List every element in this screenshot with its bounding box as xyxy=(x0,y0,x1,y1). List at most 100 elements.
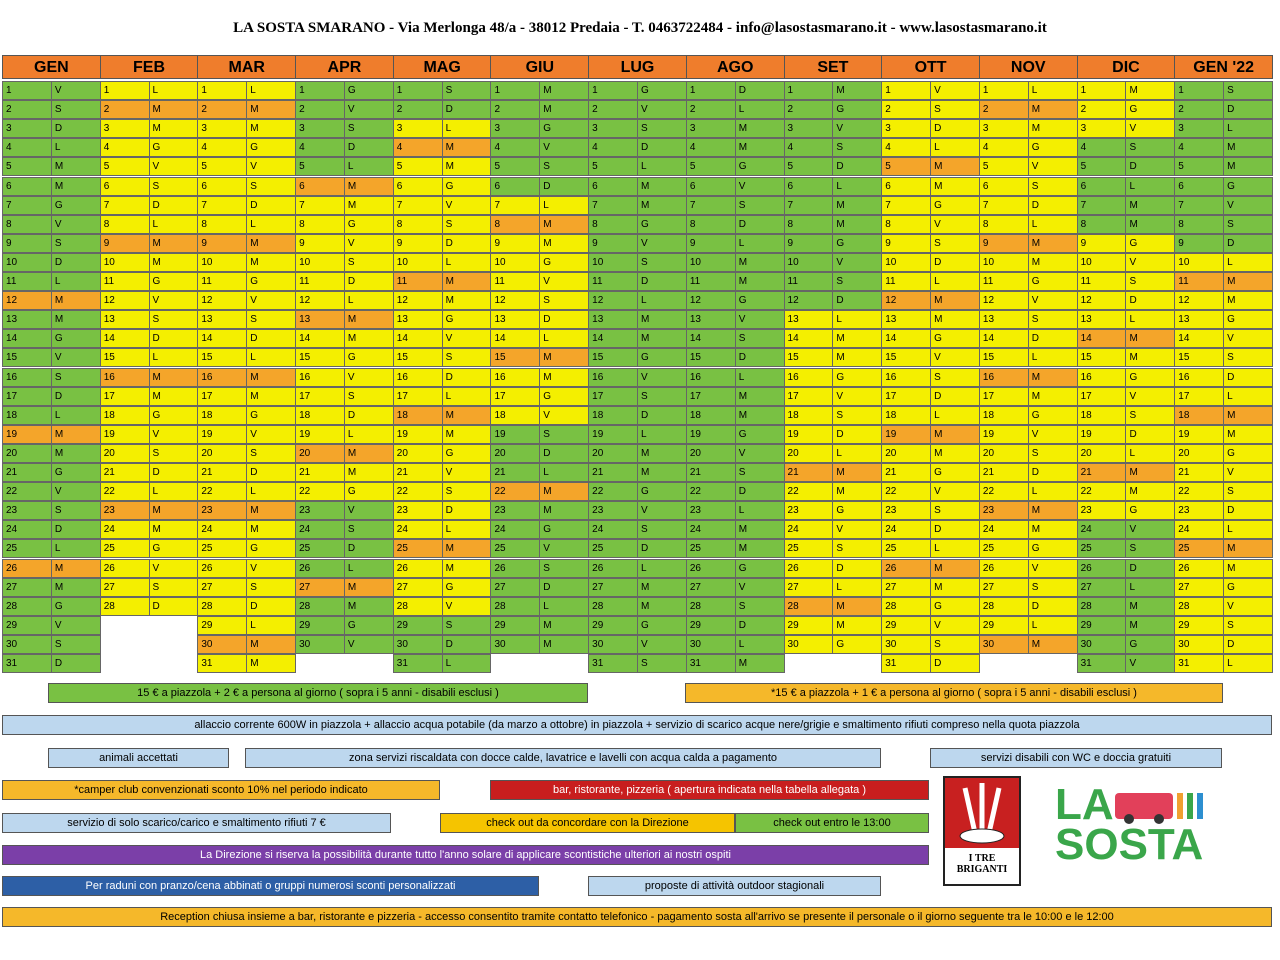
day-number: 27 xyxy=(295,577,345,597)
weekday: G xyxy=(1223,443,1273,463)
weekday: V xyxy=(832,119,883,139)
day-number: 13 xyxy=(881,310,932,330)
weekday: G xyxy=(343,81,394,100)
weekday: L xyxy=(1223,252,1273,272)
header-title: LA SOSTA SMARANO - Via Merlonga 48/a - 3… xyxy=(233,20,1047,36)
day-number: 26 xyxy=(1174,558,1225,578)
weekday: L xyxy=(930,138,980,158)
day-number: 30 xyxy=(881,634,932,654)
day-number: 6 xyxy=(881,176,932,196)
day-number: 4 xyxy=(685,138,736,158)
weekday: D xyxy=(50,654,101,673)
weekday: G xyxy=(734,424,785,444)
weekday: S xyxy=(246,577,297,597)
weekday: G xyxy=(832,501,883,521)
weekday: D xyxy=(832,157,883,177)
day-number: 31 xyxy=(588,654,638,673)
weekday: S xyxy=(148,577,199,597)
day-number: 13 xyxy=(1076,310,1127,330)
weekday: G xyxy=(539,520,590,540)
weekday: M xyxy=(539,482,590,502)
weekday: V xyxy=(930,348,980,368)
weekday: S xyxy=(246,176,297,196)
weekday: M xyxy=(1223,291,1273,311)
day-number: 30 xyxy=(685,634,736,654)
day-number: 17 xyxy=(881,386,932,406)
day-number: 3 xyxy=(978,119,1029,139)
weekday: M xyxy=(246,634,297,654)
weekday: D xyxy=(832,558,883,578)
day-number: 21 xyxy=(881,463,932,482)
day-number: 23 xyxy=(392,501,443,521)
weekday: M xyxy=(637,463,687,482)
day-number: 15 xyxy=(1076,348,1127,368)
weekday: M xyxy=(832,482,883,502)
day-number: 5 xyxy=(295,157,345,177)
weekday: D xyxy=(50,119,101,139)
weekday: M xyxy=(1223,405,1273,425)
weekday: G xyxy=(930,596,980,616)
weekday: M xyxy=(441,405,492,425)
weekday: S xyxy=(539,558,590,578)
day-number: 26 xyxy=(978,558,1029,578)
weekday: V xyxy=(148,558,199,578)
weekday: L xyxy=(343,558,394,578)
weekday: L xyxy=(734,501,785,521)
weekday: M xyxy=(637,443,687,463)
weekday: S xyxy=(539,424,590,444)
day-number: 2 xyxy=(197,100,248,120)
weekday: S xyxy=(1223,615,1273,635)
weekday: L xyxy=(734,634,785,654)
day-number: 12 xyxy=(295,291,345,311)
day-number: 22 xyxy=(881,482,932,502)
weekday: M xyxy=(734,272,785,291)
weekday: V xyxy=(1125,520,1176,540)
day-number: 30 xyxy=(295,634,345,654)
weekday: V xyxy=(50,214,101,234)
note: *15 € a piazzola + 1 € a persona al gior… xyxy=(685,683,1223,703)
weekday: D xyxy=(246,596,297,616)
day-number: 11 xyxy=(1076,272,1127,291)
day-number: 15 xyxy=(1174,348,1225,368)
day-number: 4 xyxy=(588,138,638,158)
weekday: V xyxy=(1027,157,1078,177)
weekday: M xyxy=(539,501,590,521)
day-number: 12 xyxy=(1174,291,1225,311)
day-number: 28 xyxy=(2,596,52,616)
weekday: M xyxy=(637,577,687,597)
day-number: 14 xyxy=(490,329,541,349)
day-number: 15 xyxy=(978,348,1029,368)
note: *camper club convenzionati sconto 10% ne… xyxy=(2,780,440,800)
day-number: 1 xyxy=(295,81,345,100)
day-number: 8 xyxy=(1174,214,1225,234)
weekday: G xyxy=(734,291,785,311)
day-number: 10 xyxy=(490,252,541,272)
weekday: G xyxy=(637,348,687,368)
day-number: 1 xyxy=(881,81,932,100)
logo-text: SOSTA xyxy=(1055,820,1204,869)
day-number: 18 xyxy=(2,405,52,425)
weekday: V xyxy=(832,252,883,272)
day-number: 9 xyxy=(588,233,638,253)
weekday: G xyxy=(1125,100,1176,120)
day-number: 13 xyxy=(99,310,150,330)
weekday: M xyxy=(1027,501,1078,521)
weekday: V xyxy=(930,81,980,100)
weekday: D xyxy=(539,577,590,597)
day-number: 21 xyxy=(197,463,248,482)
weekday: M xyxy=(1125,482,1176,502)
day-number: 2 xyxy=(978,100,1029,120)
day-number: 21 xyxy=(99,463,150,482)
weekday: G xyxy=(832,367,883,387)
day-number: 31 xyxy=(197,654,248,673)
day-number: 3 xyxy=(197,119,248,139)
weekday: S xyxy=(343,520,394,540)
day-number: 2 xyxy=(588,100,638,120)
day-number: 12 xyxy=(197,291,248,311)
weekday: S xyxy=(1223,482,1273,502)
weekday: L xyxy=(50,405,101,425)
day-number: 3 xyxy=(490,119,541,139)
day-number: 16 xyxy=(392,367,443,387)
day-number: 28 xyxy=(490,596,541,616)
day-number: 3 xyxy=(685,119,736,139)
